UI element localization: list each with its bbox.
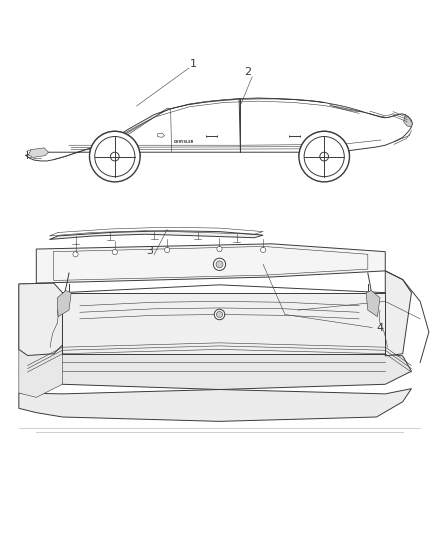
Circle shape — [214, 309, 224, 320]
Circle shape — [213, 258, 225, 270]
Circle shape — [260, 247, 265, 253]
Circle shape — [298, 131, 349, 182]
Polygon shape — [36, 244, 385, 283]
Polygon shape — [365, 290, 379, 317]
Text: 3: 3 — [146, 246, 153, 256]
Text: 1: 1 — [189, 59, 196, 69]
Polygon shape — [62, 293, 385, 354]
Polygon shape — [28, 148, 48, 157]
Circle shape — [95, 136, 134, 176]
Polygon shape — [385, 271, 410, 356]
Circle shape — [164, 247, 170, 253]
Circle shape — [110, 152, 119, 161]
Circle shape — [304, 136, 343, 176]
Polygon shape — [19, 354, 410, 390]
Polygon shape — [19, 283, 62, 398]
Circle shape — [112, 249, 117, 255]
Polygon shape — [19, 283, 62, 356]
Circle shape — [89, 131, 140, 182]
Circle shape — [73, 252, 78, 257]
Circle shape — [216, 246, 222, 252]
Polygon shape — [19, 389, 410, 422]
Polygon shape — [170, 99, 241, 109]
Polygon shape — [105, 108, 171, 147]
Polygon shape — [403, 115, 411, 127]
Text: CHRYSLER: CHRYSLER — [173, 140, 194, 144]
Polygon shape — [328, 104, 363, 112]
Circle shape — [215, 261, 223, 268]
Polygon shape — [57, 290, 71, 317]
Polygon shape — [25, 98, 411, 161]
Text: 2: 2 — [244, 67, 251, 77]
Circle shape — [319, 152, 328, 161]
Polygon shape — [240, 98, 323, 102]
Text: 4: 4 — [376, 322, 383, 333]
Circle shape — [216, 311, 222, 318]
Polygon shape — [157, 133, 164, 138]
Polygon shape — [49, 231, 262, 239]
